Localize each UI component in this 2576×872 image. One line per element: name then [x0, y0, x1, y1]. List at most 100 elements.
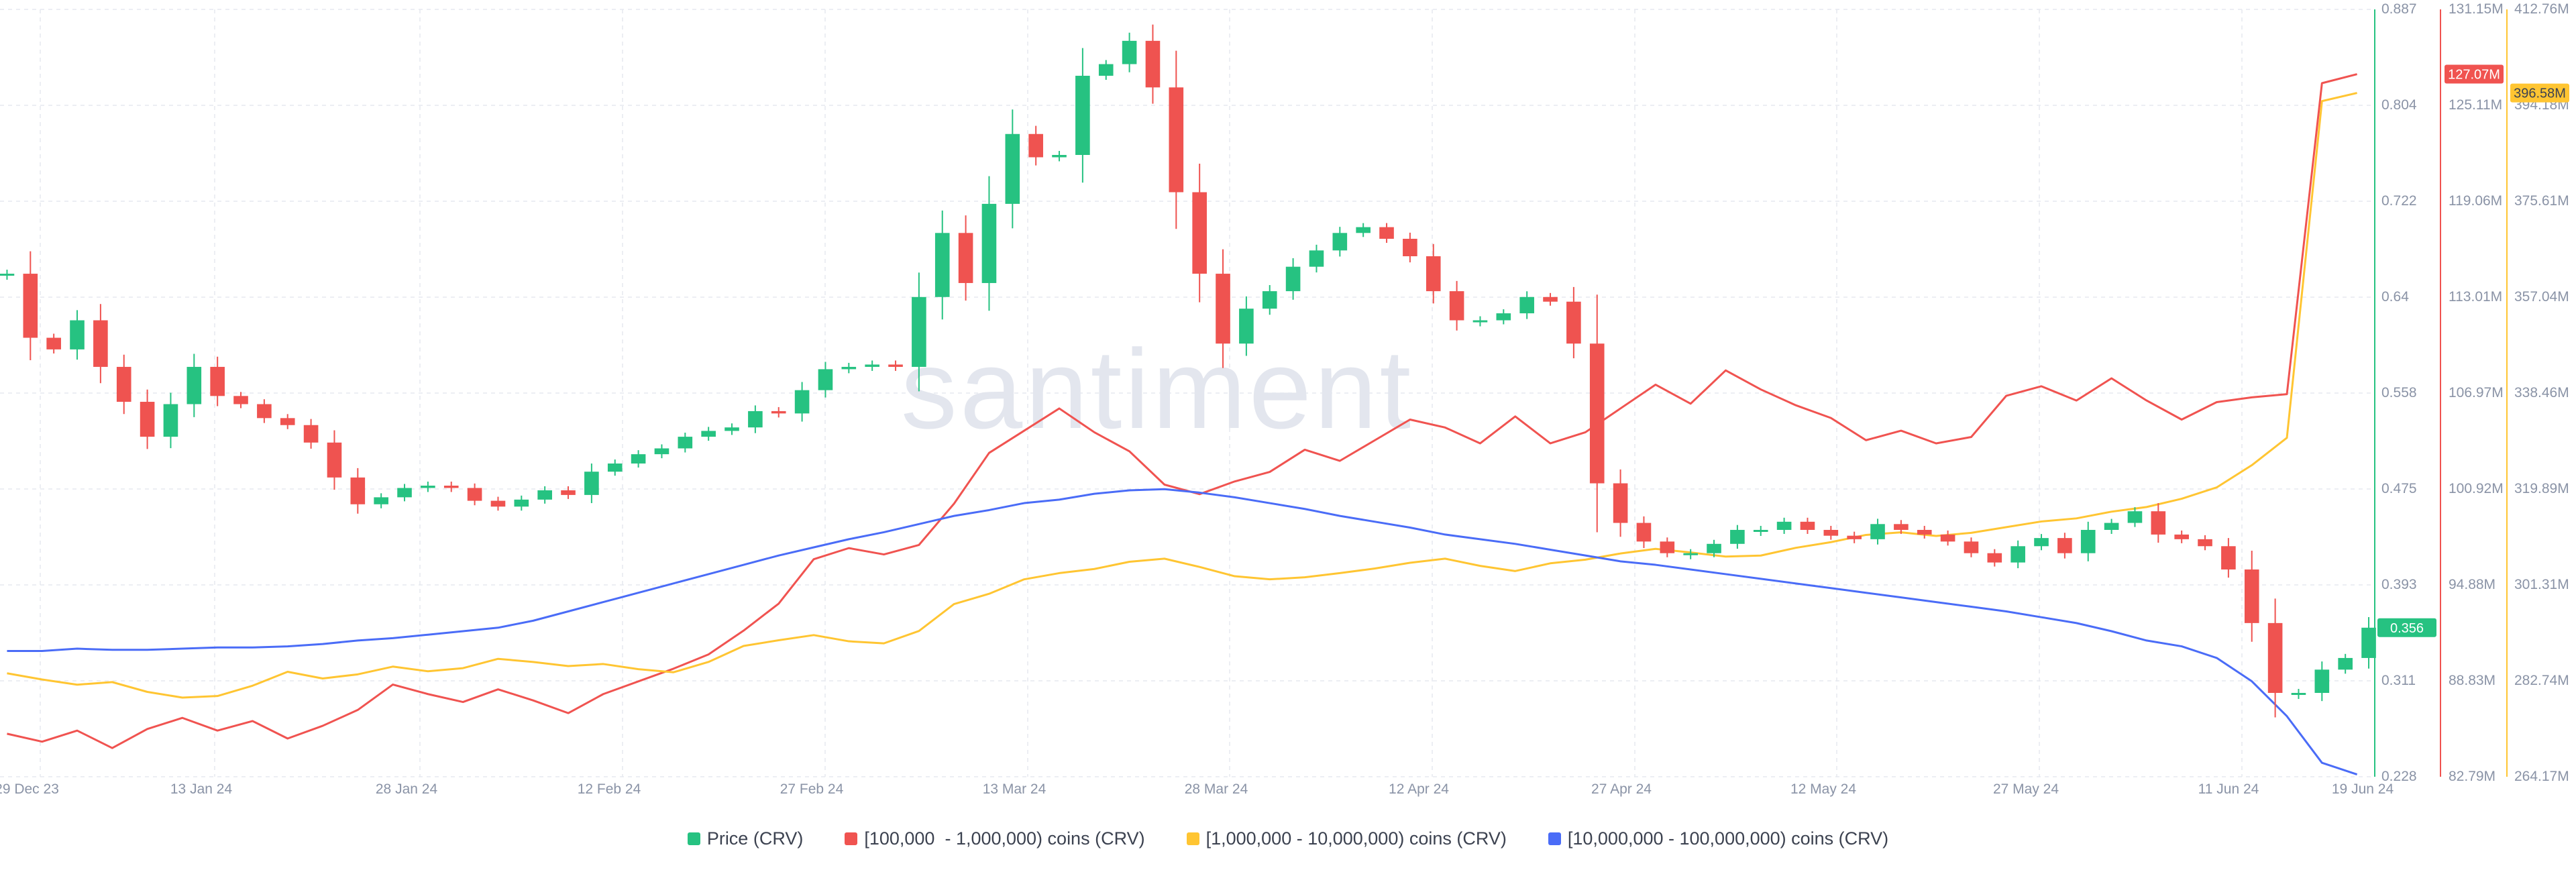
x-axis-ticks: 29 Dec 23 13 Jan 24 28 Jan 24 12 Feb 24 27 F… [0, 781, 2394, 797]
candle-body [1683, 553, 1698, 555]
candle-body [210, 366, 225, 396]
candle-body [46, 337, 61, 349]
candle-body [303, 425, 319, 443]
candle-body [841, 366, 857, 370]
y-axis-label-series_1m_10m: 319.89M [2514, 481, 2569, 496]
candle-body [2010, 546, 2025, 563]
candle-body [1332, 233, 1348, 251]
candle-body [2221, 546, 2236, 569]
x-axis-tick-label: 27 Feb 24 [780, 781, 844, 797]
y-axis-label-price: 0.558 [2381, 385, 2417, 400]
price-candles [0, 24, 2376, 718]
candle-body [1847, 535, 1862, 539]
candle-body [280, 418, 295, 425]
candle-body [888, 364, 903, 367]
candle-body [2314, 669, 2330, 694]
candle-body [748, 411, 763, 428]
candle-body [2174, 534, 2189, 539]
legend-item-price[interactable]: Price (CRV) [687, 828, 803, 849]
candle-body [233, 396, 248, 404]
candle-body [631, 454, 646, 464]
candle-body [140, 402, 155, 437]
x-axis-tick-label: 12 Feb 24 [578, 781, 641, 797]
candle-body [912, 296, 926, 367]
candle-body [257, 404, 272, 419]
candle-body [771, 411, 786, 414]
legend-item-100k-1m[interactable]: [100,000 - 1,000,000) coins (CRV) [845, 828, 1145, 849]
candle-body [537, 490, 552, 500]
candle-body [1052, 154, 1067, 158]
legend-swatch-1m-10m [1186, 832, 1199, 845]
y-axis-label-series_1m_10m: 375.61M [2514, 193, 2569, 209]
candle-body [654, 448, 669, 455]
candle-body [1753, 529, 1768, 532]
candle-body [1566, 301, 1581, 344]
y-axis-label-price: 0.393 [2381, 577, 2417, 592]
candle-body [1917, 529, 1932, 535]
legend-label-100k-1m: [100,000 - 1,000,000) coins (CRV) [864, 828, 1145, 849]
y-axis-label-series_1m_10m: 264.17M [2514, 769, 2569, 784]
candle-body [397, 488, 412, 498]
current-value-badge-price [2377, 618, 2436, 637]
candle-body [2338, 657, 2353, 670]
legend-item-10m-100m[interactable]: [10,000,000 - 100,000,000) coins (CRV) [1548, 828, 1888, 849]
candle-body [1660, 541, 1675, 553]
candle-body [1262, 291, 1277, 309]
y-axis-label-series_100k_1m: 106.97M [2449, 385, 2504, 400]
y-axis-label-series_1m_10m: 412.76M [2514, 1, 2569, 17]
y-axis-label-series_1m_10m: 282.74M [2514, 673, 2569, 688]
candle-body [1122, 40, 1137, 64]
candle-body [443, 486, 459, 488]
candle-body [1870, 524, 1885, 539]
candle-body [1800, 521, 1815, 530]
candle-body [1894, 524, 1909, 530]
x-axis-tick-label: 27 Apr 24 [1591, 781, 1652, 797]
candle-body [1169, 87, 1184, 193]
current-value-label-price: 0.356 [2390, 621, 2424, 636]
current-value-label-series_1m_10m: 396.58M [2514, 87, 2566, 101]
y-axis-label-price: 0.311 [2381, 673, 2416, 688]
candle-body [1379, 227, 1394, 239]
candle-body [1216, 274, 1230, 344]
candle-body [23, 274, 38, 338]
candle-body [2267, 622, 2283, 694]
legend-item-1m-10m[interactable]: [1,000,000 - 10,000,000) coins (CRV) [1186, 828, 1507, 849]
current-value-label-series_100k_1m: 127.07M [2448, 68, 2500, 83]
candle-body [116, 366, 131, 402]
x-axis-tick-label: 28 Mar 24 [1185, 781, 1248, 797]
legend-label-1m-10m: [1,000,000 - 10,000,000) coins (CRV) [1205, 828, 1507, 849]
candle-body [2244, 569, 2259, 623]
candle-body [163, 404, 178, 437]
x-axis-tick-label: 29 Dec 23 [0, 781, 59, 797]
candle-body [1285, 266, 1301, 292]
candle-body [584, 472, 599, 495]
chart-grid [0, 9, 2373, 777]
candle-body [1403, 238, 1417, 257]
candle-body [2291, 693, 2306, 696]
series-line-1 [7, 92, 2357, 699]
candle-body [1472, 320, 1488, 323]
y-axis-label-series_100k_1m: 100.92M [2449, 481, 2504, 496]
candle-body [374, 497, 388, 504]
candle-body [678, 437, 693, 449]
candle-body [1449, 291, 1464, 321]
y-axis-label-series_1m_10m: 357.04M [2514, 289, 2569, 305]
candle-body [981, 203, 997, 283]
candle-body [1426, 256, 1441, 292]
y-axis-labels: 0.887 0.804 0.722 0.64 0.558 0.475 0.393 0.311 0… [2377, 1, 2569, 784]
candle-body [958, 233, 973, 283]
y-axis-label-series_100k_1m: 94.88M [2449, 577, 2496, 592]
candle-body [1239, 309, 1254, 344]
candle-body [1987, 553, 2002, 563]
candle-body [1075, 75, 1090, 155]
y-axis-label-series_100k_1m: 119.06M [2449, 193, 2502, 209]
candle-body [1613, 483, 1628, 523]
candle-body [1636, 523, 1652, 542]
candle-body [421, 486, 435, 488]
candle-body [1823, 529, 1839, 536]
candle-body [490, 500, 506, 507]
candle-body [1098, 64, 1114, 76]
candle-body [2080, 529, 2096, 553]
legend-label-10m-100m: [10,000,000 - 100,000,000) coins (CRV) [1567, 828, 1889, 849]
candle-body [2127, 511, 2143, 523]
